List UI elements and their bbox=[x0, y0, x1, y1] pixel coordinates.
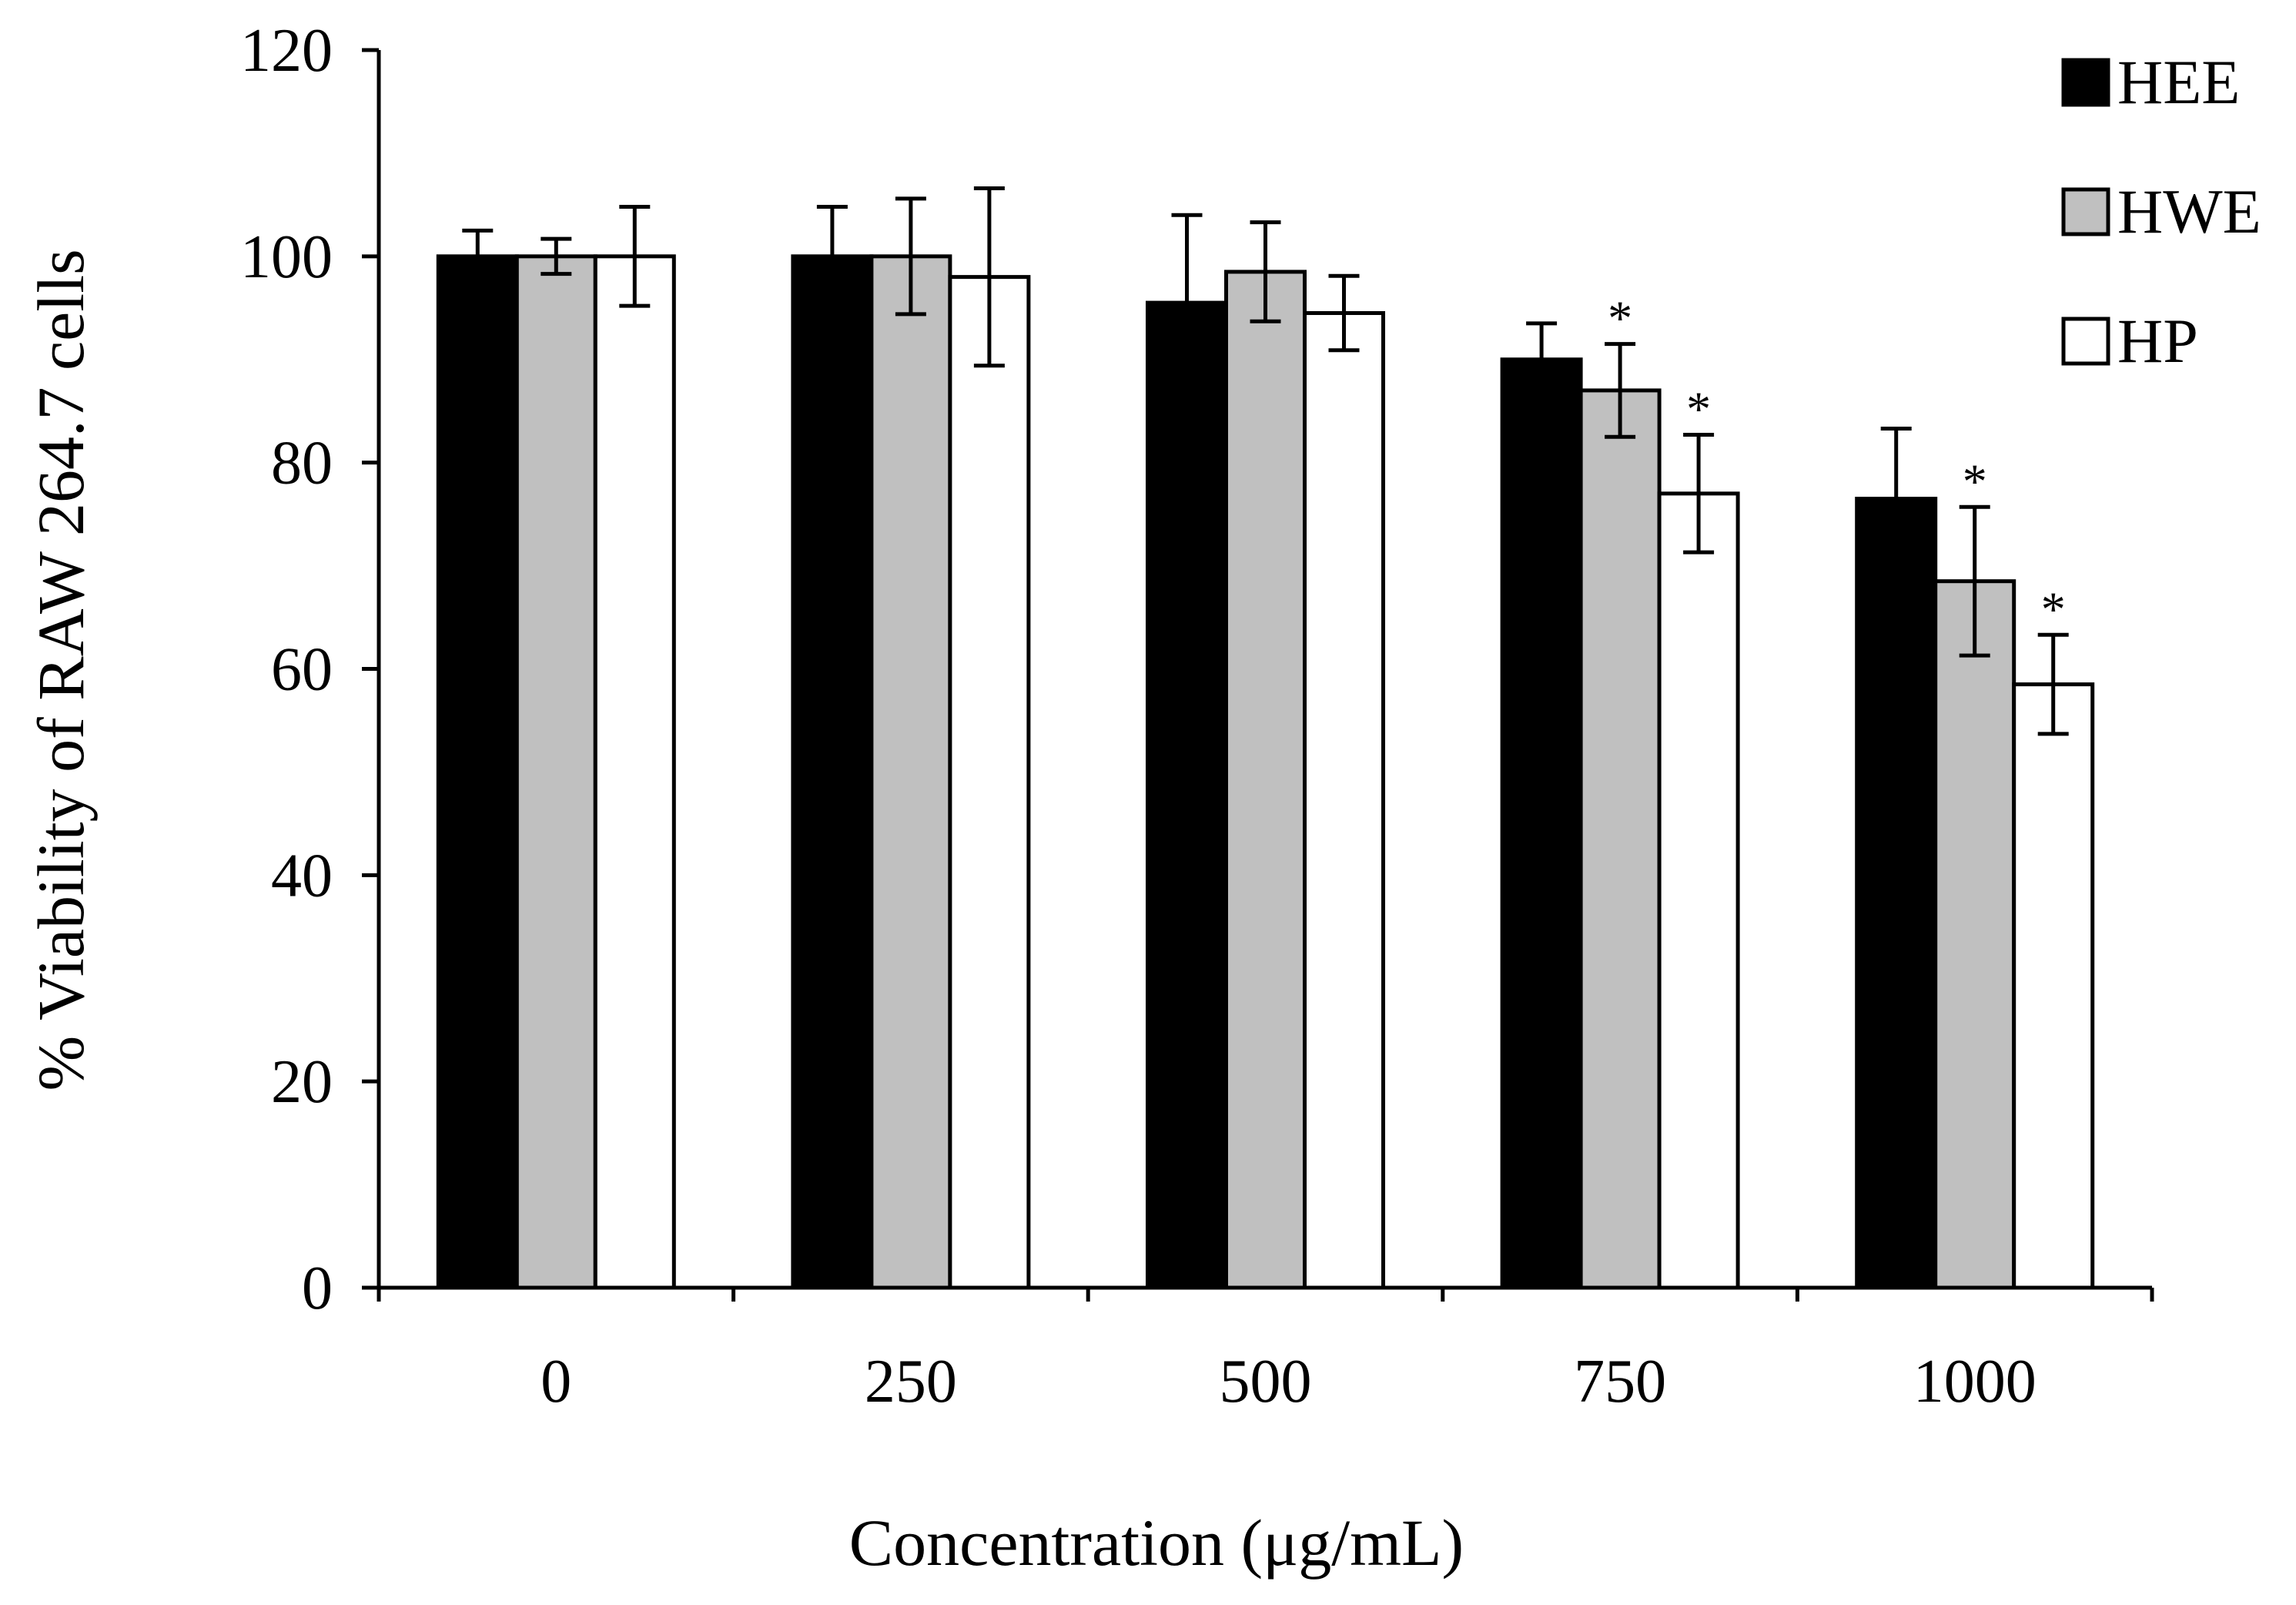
bar-hwe-1000 bbox=[1933, 579, 2017, 1290]
error-bar-hwe-250 bbox=[895, 196, 926, 317]
bar-hp-500 bbox=[1303, 310, 1385, 1290]
y-tick-label: 120 bbox=[240, 17, 333, 85]
bar-hwe-250 bbox=[869, 254, 952, 1290]
legend-label-hee: HEE bbox=[2117, 47, 2240, 117]
significance-marker: * bbox=[1608, 291, 1632, 346]
bar-hp-1000 bbox=[2012, 682, 2095, 1290]
x-tick-label: 250 bbox=[865, 1348, 957, 1416]
error-bar-hee-500 bbox=[1171, 213, 1203, 393]
legend: HEE HWE HP bbox=[2061, 47, 2261, 376]
bar-hee-1000 bbox=[1855, 497, 1938, 1290]
error-bar-hp-750 bbox=[1683, 433, 1715, 555]
y-tick-label: 80 bbox=[271, 430, 333, 498]
bar-hee-250 bbox=[791, 254, 874, 1290]
error-bar-hee-0 bbox=[462, 228, 494, 284]
error-bar-hp-0 bbox=[619, 205, 651, 308]
bar-hwe-0 bbox=[514, 254, 597, 1290]
legend-label-hp: HP bbox=[2117, 306, 2198, 376]
bar-hwe-500 bbox=[1224, 270, 1307, 1290]
bar-hee-750 bbox=[1500, 357, 1583, 1290]
legend-label-hwe: HWE bbox=[2117, 176, 2261, 246]
plot-area: 0 20 40 60 80 100 120 0 250 500 * * 750 * * 1000 bbox=[240, 17, 2154, 1416]
x-tick-label: 750 bbox=[1574, 1348, 1666, 1416]
significance-marker: * bbox=[1686, 382, 1711, 437]
error-bar-hwe-1000 bbox=[1959, 504, 1990, 658]
significance-marker: * bbox=[1963, 454, 1987, 508]
x-axis-title: Concentration (μg/mL) bbox=[849, 1506, 1464, 1580]
bar-hee-500 bbox=[1146, 300, 1228, 1290]
legend-swatch-hp bbox=[2061, 317, 2110, 366]
bar-hee-0 bbox=[436, 254, 519, 1290]
y-tick-label: 0 bbox=[302, 1255, 333, 1322]
y-tick-label: 40 bbox=[271, 842, 333, 910]
x-tick-label: 0 bbox=[541, 1348, 571, 1416]
bar-hwe-750 bbox=[1578, 388, 1662, 1290]
significance-marker: * bbox=[2041, 581, 2066, 636]
legend-swatch-hee bbox=[2061, 58, 2110, 107]
legend-swatch-hwe bbox=[2061, 187, 2110, 236]
error-bar-hp-250 bbox=[973, 186, 1005, 368]
error-bar-hwe-0 bbox=[541, 236, 572, 276]
error-bar-hwe-500 bbox=[1250, 220, 1281, 323]
error-bar-hwe-750 bbox=[1605, 342, 1636, 439]
y-tick-label: 60 bbox=[271, 636, 333, 704]
y-tick-label: 100 bbox=[240, 223, 333, 291]
error-bar-hee-250 bbox=[816, 205, 848, 308]
x-tick-label: 1000 bbox=[1913, 1348, 2037, 1416]
error-bar-hp-500 bbox=[1328, 273, 1360, 353]
error-bar-hp-1000 bbox=[2037, 632, 2069, 736]
x-tick-label: 500 bbox=[1220, 1348, 1312, 1416]
bar-hp-0 bbox=[593, 254, 676, 1290]
error-bar-hee-1000 bbox=[1880, 426, 1912, 571]
y-axis-title: % Viability of RAW 264.7 cells bbox=[24, 249, 98, 1091]
y-tick-label: 20 bbox=[271, 1048, 333, 1116]
error-bar-hee-750 bbox=[1526, 321, 1558, 398]
bar-hp-250 bbox=[948, 275, 1031, 1290]
bar-hp-750 bbox=[1657, 491, 1740, 1290]
